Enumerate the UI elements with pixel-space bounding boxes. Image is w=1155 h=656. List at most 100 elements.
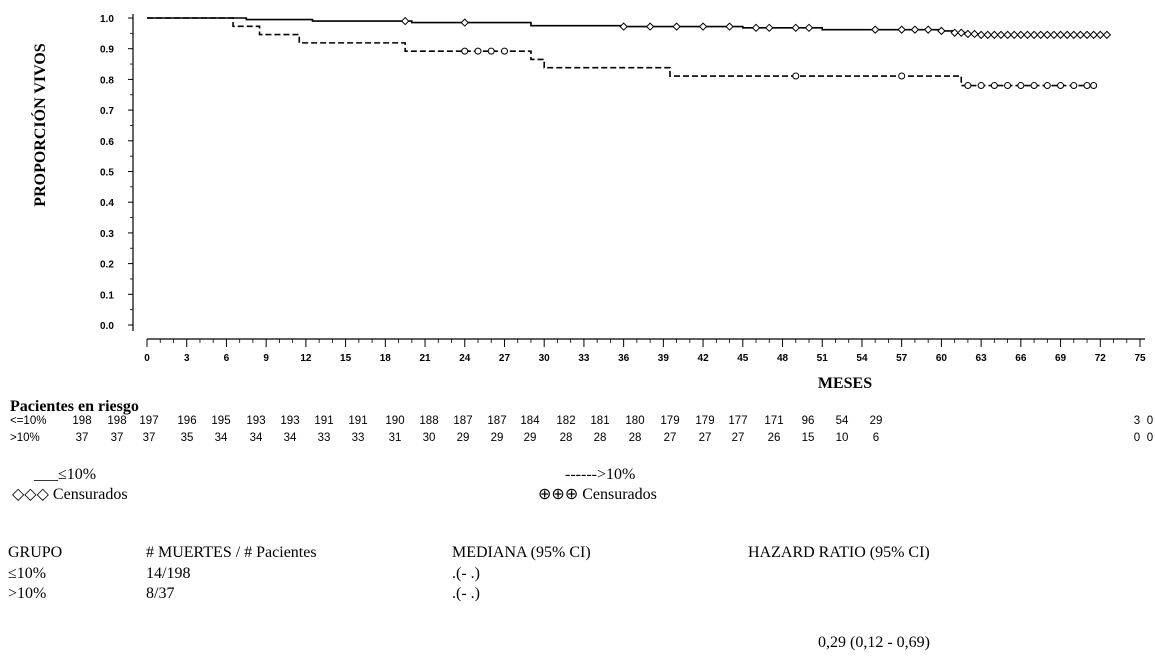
table-header-hazard: HAZARD RATIO (95% CI)	[748, 544, 930, 561]
x-tick-label: 24	[459, 353, 471, 364]
risk-value: 191	[314, 415, 334, 427]
risk-value: 29	[869, 415, 883, 427]
risk-row: >10% 37 37 37 35 34 34 34 33 33 31 30 29 29 29 28 28 28 27…	[0, 432, 1155, 446]
risk-value: 33	[317, 432, 331, 444]
censor-mark-gt10	[977, 82, 985, 90]
risk-value: 30	[422, 432, 436, 444]
y-tick-label: 0.5	[100, 168, 114, 179]
x-tick-label: 18	[380, 353, 392, 364]
censor-mark-le10	[1049, 30, 1059, 40]
x-tick-label: 63	[976, 353, 988, 364]
censor-mark-le10	[645, 22, 655, 31]
risk-value: 37	[110, 432, 124, 444]
risk-value: 27	[731, 432, 745, 444]
y-axis-title: PROPORCIÓN VIVOS	[30, 43, 49, 207]
risk-value: 190	[385, 415, 405, 427]
risk-value: 193	[280, 415, 300, 427]
legend-group2-censored: ⊕⊕⊕ Censurados	[538, 486, 657, 503]
risk-value: 34	[214, 432, 228, 444]
x-tick-label: 42	[698, 353, 710, 364]
x-tick-label: 69	[1055, 353, 1067, 364]
x-tick-label: 66	[1015, 353, 1027, 364]
censor-mark-gt10	[461, 47, 469, 55]
risk-value: 15	[801, 432, 815, 444]
censor-mark-le10	[791, 23, 800, 33]
x-tick-label: 57	[896, 353, 908, 364]
censor-mark-gt10	[1083, 82, 1091, 90]
y-tick-label: 0.4	[100, 198, 114, 209]
legend-group1-line: ___≤10%	[34, 466, 97, 483]
risk-value: 34	[249, 432, 263, 444]
censor-mark-le10	[990, 30, 999, 40]
censor-mark-le10	[1043, 30, 1052, 40]
censor-mark-le10	[957, 28, 966, 37]
risk-value: 29	[456, 432, 470, 444]
censor-mark-le10	[950, 28, 959, 37]
risk-value: 0	[1133, 432, 1141, 444]
y-tick-label: 1.0	[100, 14, 114, 25]
y-tick-label: 0.3	[100, 229, 114, 240]
x-tick-label: 75	[1134, 353, 1146, 364]
y-tick-label: 0.7	[100, 106, 114, 117]
risk-value: 34	[283, 432, 297, 444]
censor-mark-le10	[1082, 30, 1092, 40]
y-tick-label: 0.8	[100, 75, 114, 86]
risk-value: 0	[1146, 415, 1154, 427]
censor-mark-gt10	[1030, 82, 1038, 90]
risk-value: 179	[695, 415, 715, 427]
x-axis-title: MESES	[818, 375, 872, 392]
risk-value: 196	[177, 415, 197, 427]
censor-mark-le10	[996, 30, 1006, 40]
risk-value: 191	[348, 415, 368, 427]
censor-mark-le10	[804, 23, 814, 33]
risk-value: 171	[764, 415, 784, 427]
censor-mark-le10	[1016, 30, 1026, 40]
censor-mark-le10	[1003, 30, 1012, 40]
censor-marks	[400, 16, 1112, 90]
x-tick-label: 39	[658, 353, 670, 364]
table-row2-muertes: 8/37	[146, 585, 175, 602]
censor-mark-le10	[1089, 30, 1098, 40]
risk-value: 184	[520, 415, 540, 427]
x-tick-label: 54	[856, 353, 868, 364]
survival-curves	[147, 17, 1107, 87]
censor-mark-gt10	[1017, 82, 1025, 90]
risk-value: 3	[1133, 415, 1141, 427]
risk-value: 26	[767, 432, 781, 444]
censor-mark-le10	[897, 25, 906, 34]
censor-mark-le10	[1056, 30, 1065, 40]
risk-value: 198	[107, 415, 127, 427]
x-tick-label: 33	[578, 353, 590, 364]
table-header-mediana: MEDIANA (95% CI)	[452, 544, 591, 561]
x-tick-label: 9	[263, 353, 269, 364]
risk-value: 177	[728, 415, 748, 427]
hazard-ratio-value: 0,29 (0,12 - 0,69)	[818, 634, 930, 651]
risk-value: 28	[559, 432, 573, 444]
censor-mark-le10	[460, 18, 469, 27]
censor-mark-gt10	[1070, 82, 1078, 90]
risk-value: 33	[351, 432, 365, 444]
risk-value: 193	[246, 415, 266, 427]
table-row2-mediana: .(- .)	[452, 585, 480, 602]
censor-mark-le10	[923, 25, 933, 34]
risk-value: 96	[801, 415, 815, 427]
risk-value: 187	[487, 415, 507, 427]
axes	[128, 14, 1145, 347]
risk-value: 188	[419, 415, 439, 427]
risk-value: 31	[388, 432, 402, 444]
censor-mark-gt10	[1043, 82, 1051, 90]
x-tick-label: 12	[300, 353, 312, 364]
risk-value: 195	[211, 415, 231, 427]
risk-value: 27	[663, 432, 677, 444]
y-tick-labels: 0.0 0.1 0.2 0.3 0.4 0.5 0.6 0.7 0.8 0.9 1.0	[100, 14, 114, 332]
censor-mark-le10	[619, 22, 628, 31]
x-tick-labels: 0 3 6 9 12 15 18 21 24 27 30 33 36 39 42 45 48 51 54 57 60 63…	[144, 353, 1146, 364]
risk-title: Pacientes en riesgo	[10, 398, 139, 415]
x-tick-label: 51	[817, 353, 829, 364]
censor-mark-le10	[1036, 30, 1045, 40]
censor-mark-gt10	[792, 72, 800, 80]
table-header-grupo: GRUPO	[8, 544, 63, 561]
risk-value: 179	[660, 415, 680, 427]
censor-mark-le10	[1096, 30, 1105, 40]
risk-value: 6	[872, 432, 880, 444]
